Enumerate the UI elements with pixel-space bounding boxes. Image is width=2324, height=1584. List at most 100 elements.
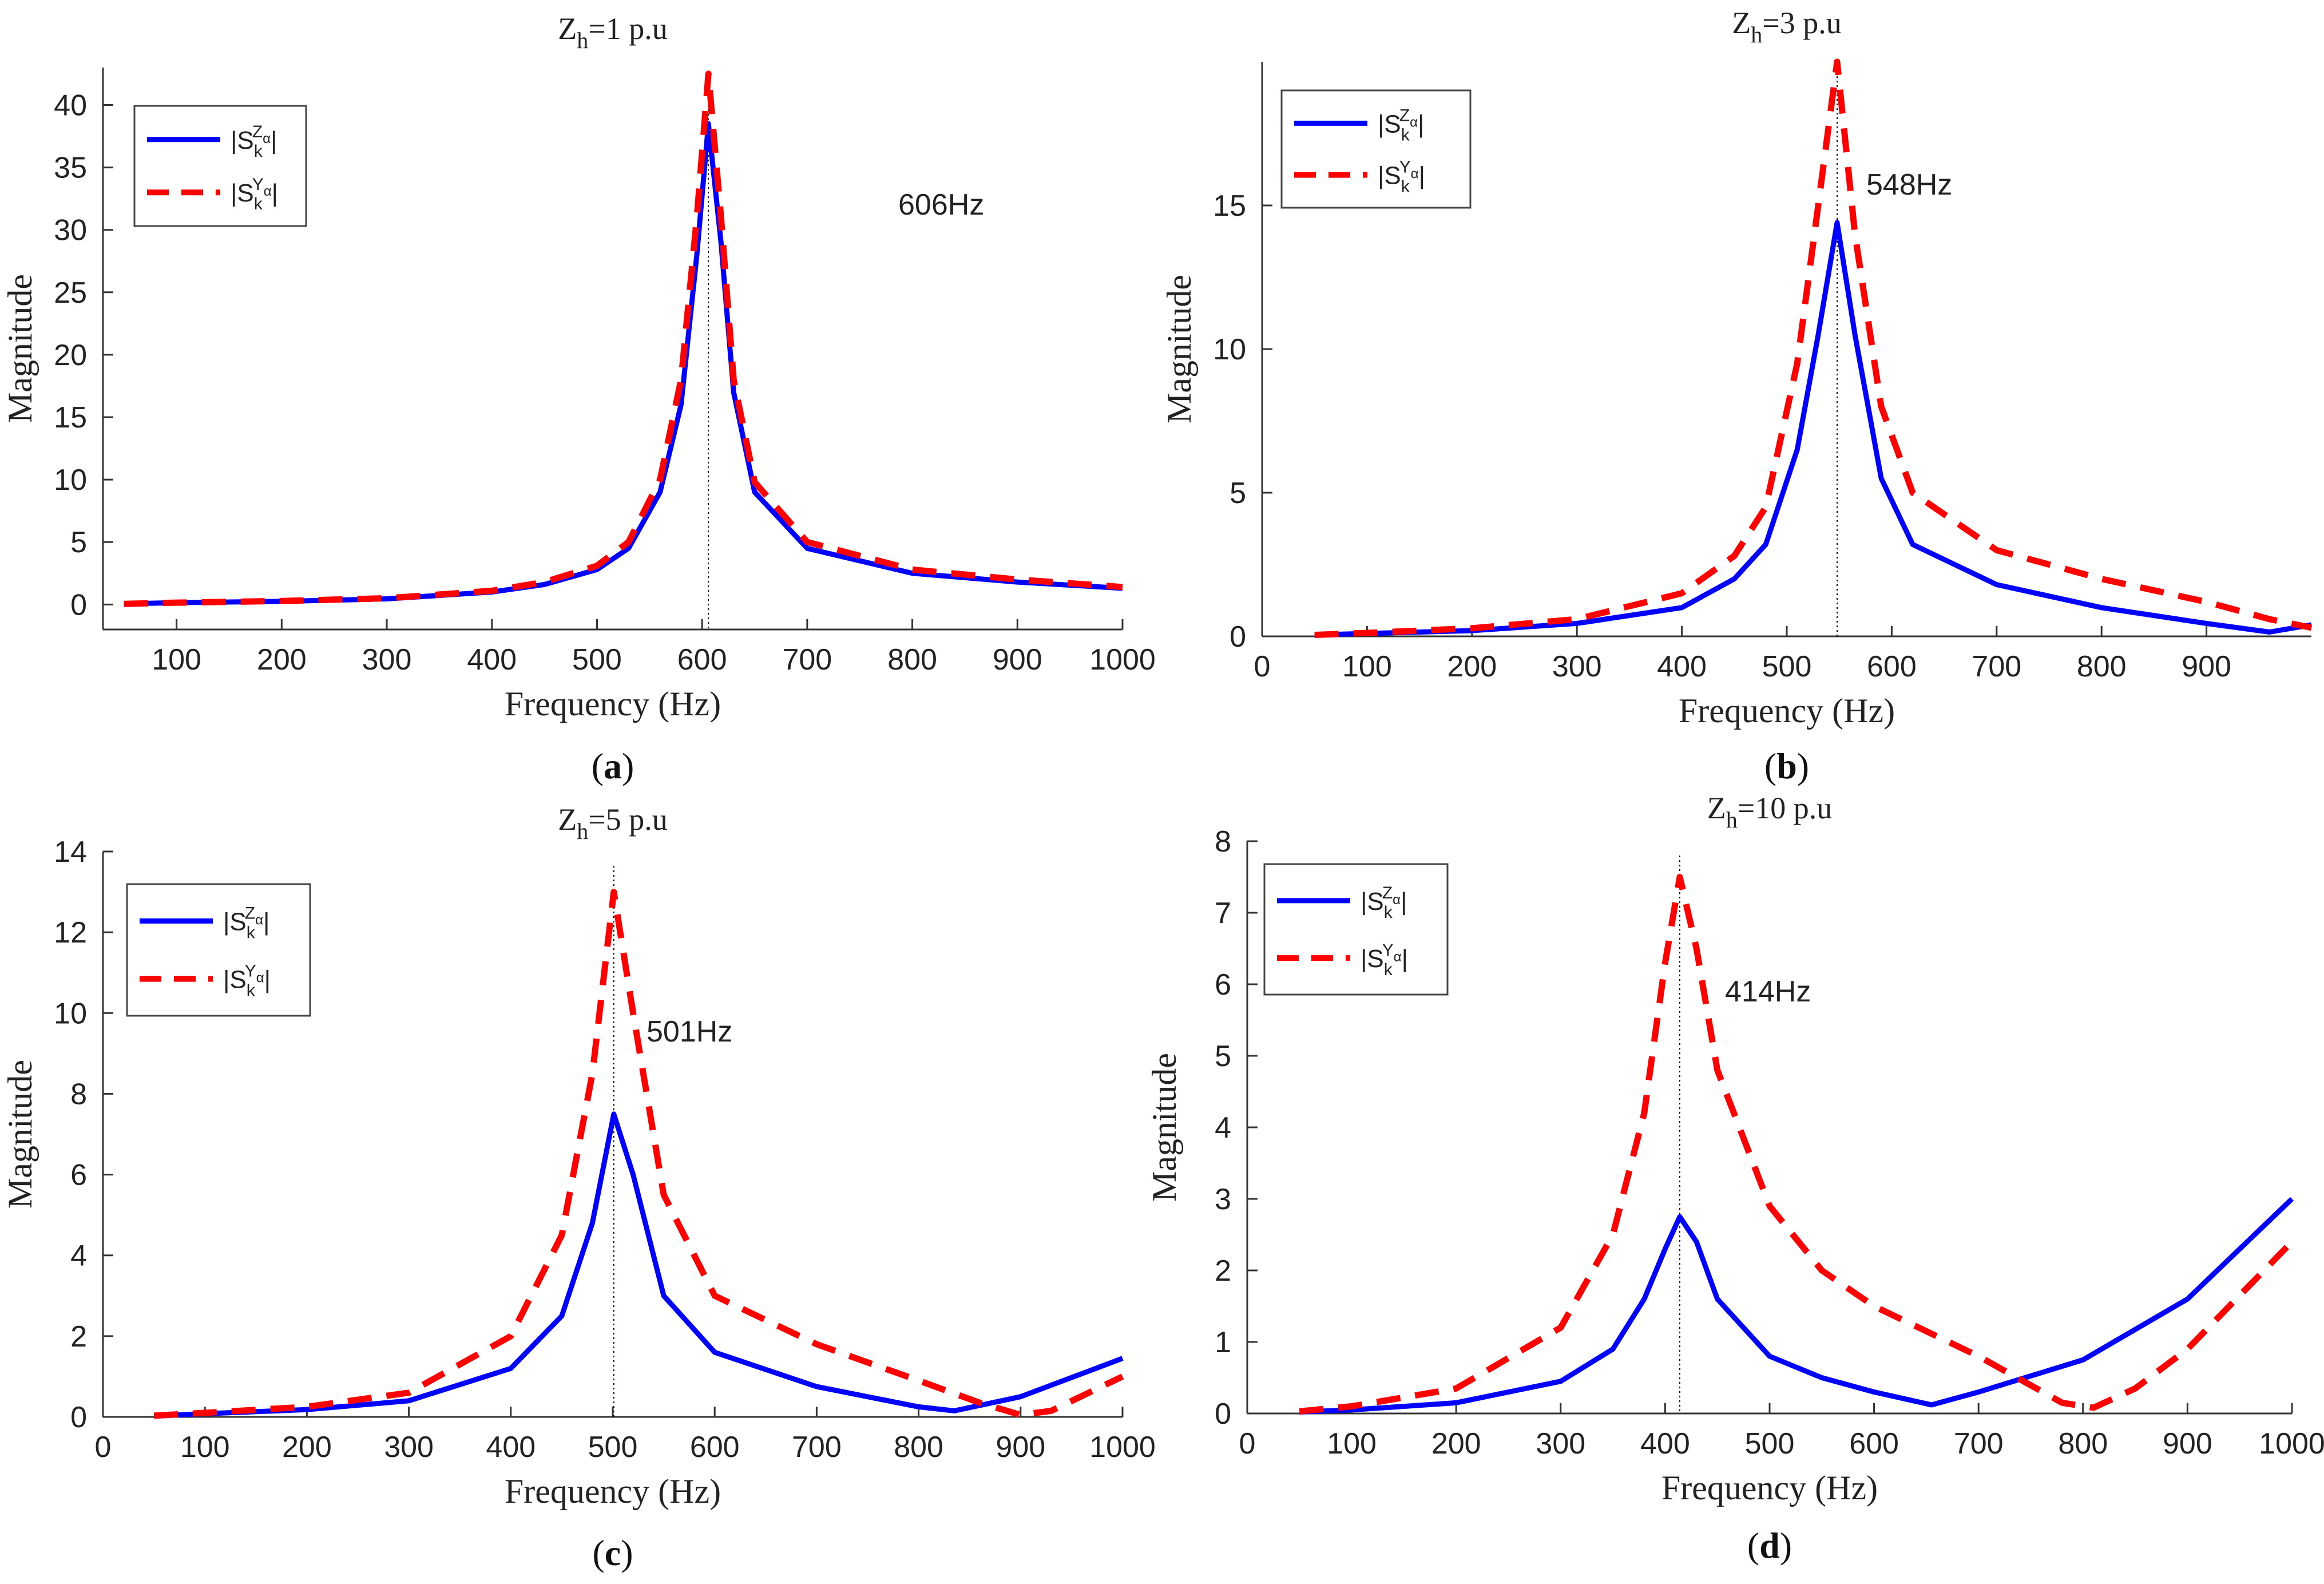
y-axis-label: Magnitude — [1, 274, 39, 423]
y-tick-label: 6 — [70, 1159, 87, 1192]
y-tick-label: 6 — [1215, 968, 1231, 1001]
x-tick-label: 700 — [782, 643, 832, 676]
y-tick-label: 5 — [1215, 1040, 1231, 1073]
x-tick-label: 800 — [887, 643, 937, 676]
y-axis-label: Magnitude — [1160, 275, 1198, 423]
x-tick-label: 700 — [1972, 650, 2021, 683]
x-tick-label: 1000 — [2259, 1427, 2324, 1460]
x-tick-label: 600 — [690, 1431, 740, 1464]
series-line-y — [153, 889, 1124, 1419]
y-tick-label: 5 — [1230, 477, 1246, 510]
y-tick-label: 35 — [54, 152, 87, 185]
peak-frequency-label: 548Hz — [1866, 168, 1952, 201]
x-tick-label: 900 — [993, 643, 1042, 676]
x-tick-label: 300 — [384, 1431, 434, 1464]
chart-title: Zh=10 p.u — [1707, 791, 1832, 833]
legend-label-y: |SkYα| — [1361, 941, 1408, 979]
legend-label-z: |SkZα| — [1361, 884, 1407, 922]
y-tick-label: 5 — [70, 526, 87, 559]
x-tick-label: 600 — [1849, 1427, 1899, 1460]
x-tick-label: 200 — [1447, 650, 1497, 683]
y-tick-label: 0 — [70, 588, 87, 621]
legend: |SkZα| |SkYα| — [133, 105, 307, 227]
x-tick-label: 400 — [1657, 650, 1707, 683]
chart-title: Zh=3 p.u — [1732, 6, 1841, 47]
panel-caption: (a) — [592, 746, 634, 786]
y-tick-label: 10 — [54, 464, 87, 497]
x-tick-label: 200 — [1431, 1427, 1481, 1460]
x-tick-label: 500 — [572, 643, 622, 676]
legend: |SkZα| |SkYα| — [1263, 863, 1449, 996]
peak-frequency-label: 606Hz — [898, 188, 984, 221]
chart-panel-d: 0 100 200 300 400 500 600 700 800 900 1000 0 1 2 3 4 5 6 7… — [1145, 791, 2324, 1566]
legend-box — [133, 105, 307, 227]
x-tick-label: 700 — [1954, 1427, 2004, 1460]
y-tick-label: 7 — [1215, 897, 1231, 930]
x-tick-label: 300 — [1552, 650, 1602, 683]
legend: |SkZα| |SkYα| — [1280, 89, 1472, 209]
legend-box — [1280, 89, 1472, 209]
y-tick-label: 1 — [1215, 1326, 1231, 1359]
panel-caption: (d) — [1747, 1525, 1792, 1566]
x-tick-label: 600 — [1867, 650, 1917, 683]
panel-caption: (c) — [592, 1532, 633, 1573]
series-line-z — [1299, 1197, 2294, 1415]
x-tick-label: 500 — [1762, 650, 1812, 683]
y-axis-label: Magnitude — [1145, 1053, 1183, 1202]
chart-panel-c: 0 100 200 300 400 500 600 700 800 900 1000 0 2 4 6 8 10 1… — [1, 802, 1156, 1573]
x-tick-label: 0 — [95, 1431, 112, 1464]
x-tick-label: 500 — [1745, 1427, 1795, 1460]
x-tick-label: 900 — [996, 1431, 1045, 1464]
x-tick-label: 400 — [467, 643, 517, 676]
legend-label-z: |SkZα| — [1378, 106, 1424, 144]
legend-label-y: |SkYα| — [231, 175, 278, 213]
y-tick-label: 12 — [54, 916, 87, 949]
series-line-z — [1314, 220, 2312, 637]
x-tick-label: 0 — [1239, 1427, 1256, 1460]
y-tick-label: 15 — [54, 401, 87, 434]
x-tick-label: 200 — [257, 643, 307, 676]
y-tick-label: 40 — [54, 89, 87, 122]
x-axis-label: Frequency (Hz) — [505, 1472, 721, 1510]
y-tick-label: 4 — [70, 1240, 87, 1273]
chart-title: Zh=5 p.u — [558, 802, 667, 844]
x-tick-label: 1000 — [1089, 1431, 1156, 1464]
x-tick-label: 800 — [2077, 650, 2127, 683]
series-line-y — [1314, 58, 2313, 638]
x-tick-label: 100 — [152, 643, 201, 676]
x-tick-label: 1000 — [1089, 643, 1156, 676]
x-tick-label: 400 — [1640, 1427, 1690, 1460]
x-tick-label: 100 — [1327, 1427, 1377, 1460]
x-tick-label: 300 — [1536, 1427, 1585, 1460]
legend-box — [1263, 863, 1449, 996]
x-tick-label: 500 — [588, 1431, 638, 1464]
peak-frequency-label: 501Hz — [647, 1015, 732, 1048]
legend: |SkZα| |SkYα| — [126, 883, 311, 1017]
legend-box — [126, 883, 311, 1017]
legend-label-y: |SkYα| — [1378, 158, 1425, 196]
y-axis-label: Magnitude — [1, 1060, 39, 1209]
x-tick-label: 800 — [894, 1431, 943, 1464]
y-tick-label: 0 — [70, 1401, 87, 1434]
x-tick-label: 100 — [1342, 650, 1392, 683]
y-tick-label: 20 — [54, 339, 87, 372]
legend-label-z: |SkZα| — [231, 122, 277, 161]
x-tick-label: 400 — [486, 1431, 536, 1464]
series-line-y — [1299, 874, 2294, 1415]
peak-frequency-label: 414Hz — [1725, 975, 1811, 1008]
x-tick-label: 0 — [1254, 650, 1271, 683]
y-tick-label: 8 — [70, 1078, 87, 1111]
x-tick-label: 600 — [677, 643, 727, 676]
x-tick-label: 300 — [362, 643, 412, 676]
x-tick-label: 900 — [2163, 1427, 2212, 1460]
y-tick-label: 10 — [54, 997, 87, 1030]
y-tick-label: 8 — [1215, 825, 1231, 858]
y-tick-label: 30 — [54, 214, 87, 247]
x-tick-label: 900 — [2182, 650, 2231, 683]
chart-panel-b: 0 100 200 300 400 500 600 700 800 900 0 5 10 15 Freque… — [1160, 6, 2313, 786]
x-tick-label: 700 — [792, 1431, 842, 1464]
x-axis-label: Frequency (Hz) — [1661, 1469, 1878, 1507]
y-tick-label: 0 — [1215, 1397, 1231, 1431]
y-tick-label: 2 — [1215, 1254, 1231, 1288]
y-tick-label: 14 — [54, 835, 87, 869]
